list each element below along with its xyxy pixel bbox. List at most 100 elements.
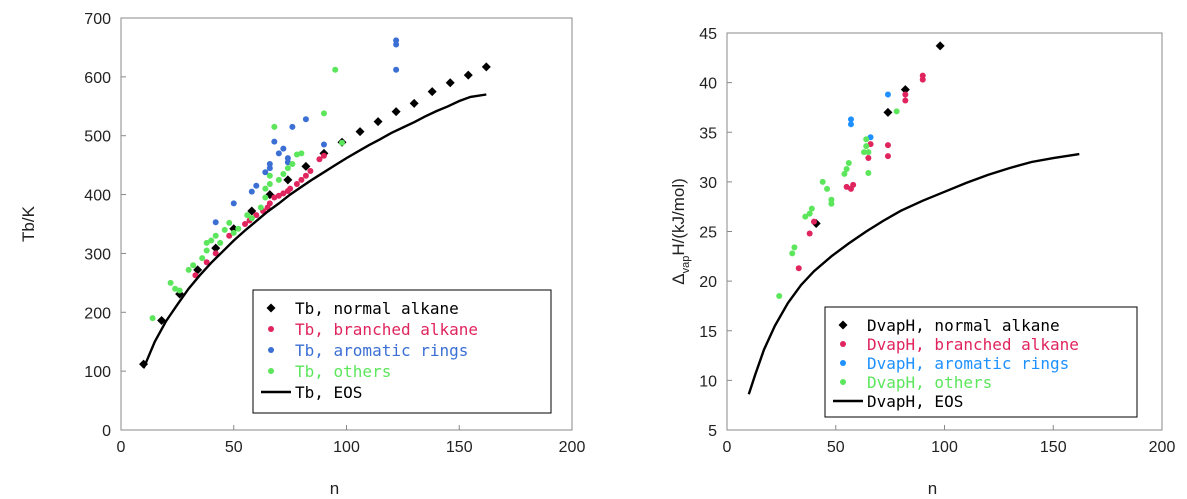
data-point-tb-others (230, 229, 237, 236)
legend-swatch-dot (840, 341, 846, 347)
data-point-tb-others (289, 160, 296, 167)
data-point-dvaph-others (791, 244, 798, 251)
data-point-dvaph-others (865, 169, 872, 176)
data-point-tb-normal-alkane (463, 70, 473, 80)
legend-label: Tb, others (295, 362, 391, 381)
data-point-tb-others (248, 215, 255, 222)
data-point-dvaph-normal-alkane (935, 41, 945, 51)
data-point-dvaph-others (776, 293, 783, 300)
x-axis-label: n (928, 479, 937, 498)
data-point-dvaph-branched-alkane (884, 142, 891, 149)
data-point-tb-aromatic-rings (248, 188, 255, 195)
data-point-tb-others (320, 110, 327, 117)
data-point-tb-branched-alkane (266, 200, 273, 207)
legend-label: DvapH, branched alkane (867, 335, 1079, 354)
x-tick-label: 100 (333, 439, 360, 456)
data-point-tb-aromatic-rings (284, 155, 291, 162)
data-point-tb-normal-alkane (211, 243, 221, 253)
data-point-tb-branched-alkane (242, 221, 249, 227)
data-point-dvaph-branched-alkane (850, 181, 857, 188)
data-point-tb-others (262, 194, 269, 201)
data-point-tb-aromatic-rings (271, 138, 278, 145)
data-point-tb-others (262, 185, 269, 192)
legend-label: Tb, branched alkane (295, 320, 478, 339)
data-point-tb-others (217, 239, 224, 246)
data-point-dvaph-branched-alkane (902, 91, 909, 98)
legend-label: DvapH, EOS (867, 392, 963, 411)
y-tick-label: 300 (84, 246, 111, 263)
data-point-tb-aromatic-rings (393, 66, 400, 73)
y-tick-label: 0 (102, 423, 111, 440)
legend-swatch-dot (268, 326, 274, 332)
y-tick-label: 35 (699, 125, 717, 142)
data-point-tb-aromatic-rings (212, 219, 219, 226)
chart-dvaph: 0 50 100 150 200 5 10 15 20 25 30 35 40 45 n ΔvapH/(kJ/… (669, 26, 1175, 498)
data-point-tb-others (190, 262, 197, 269)
data-point-tb-normal-alkane (283, 175, 293, 185)
data-point-tb-others (338, 139, 345, 146)
data-point-dvaph-normal-alkane (883, 107, 893, 117)
data-point-dvaph-others (806, 210, 813, 217)
data-point-tb-branched-alkane (203, 259, 210, 266)
data-point-tb-aromatic-rings (275, 150, 282, 157)
legend-label: DvapH, aromatic rings (867, 354, 1069, 373)
legend-box (252, 289, 552, 414)
data-point-tb-aromatic-rings (266, 165, 273, 172)
data-point-dvaph-normal-alkane (900, 85, 910, 95)
data-point-dvaph-others (819, 178, 826, 185)
data-point-tb-others (221, 226, 228, 233)
data-point-tb-aromatic-rings (253, 182, 260, 189)
data-point-tb-others (185, 266, 192, 273)
legend-label: Tb, normal alkane (295, 299, 459, 318)
data-point-tb-others (266, 180, 273, 187)
y-tick-label: 30 (699, 175, 717, 192)
data-point-dvaph-others (893, 108, 900, 115)
y-axis-label: Tb/K (19, 205, 38, 242)
legend-swatch-dot (840, 379, 846, 385)
x-tick-label: 150 (446, 439, 473, 456)
x-axis-label: n (330, 479, 339, 498)
data-point-tb-aromatic-rings (284, 159, 291, 166)
data-point-tb-aromatic-rings (262, 169, 269, 176)
legend-swatch-diamond (838, 320, 848, 330)
y-tick-label: 15 (699, 324, 717, 341)
data-point-tb-others (172, 285, 179, 292)
data-point-tb-aromatic-rings (302, 116, 309, 123)
data-point-dvaph-branched-alkane (902, 97, 909, 104)
data-point-tb-normal-alkane (427, 87, 437, 97)
data-point-dvaph-branched-alkane (865, 155, 872, 162)
data-point-tb-normal-alkane (391, 107, 401, 117)
y-tick-label: 700 (84, 11, 111, 28)
data-point-tb-others (293, 151, 300, 158)
data-point-tb-branched-alkane (298, 176, 305, 183)
x-tick-label: 200 (559, 439, 586, 456)
data-point-tb-aromatic-rings (393, 37, 400, 44)
data-point-tb-aromatic-rings (289, 123, 296, 130)
y-tick-label: 600 (84, 70, 111, 87)
data-point-tb-others (271, 123, 278, 130)
data-point-tb-others (235, 225, 242, 232)
y-tick-label: 20 (699, 274, 717, 291)
data-point-tb-others (203, 239, 210, 246)
data-point-tb-others (280, 170, 287, 177)
data-point-dvaph-aromatic-rings (884, 91, 891, 98)
data-point-tb-branched-alkane (316, 156, 323, 163)
data-point-tb-normal-alkane (445, 78, 455, 88)
data-point-dvaph-others (865, 149, 872, 156)
data-point-tb-normal-alkane (193, 265, 203, 275)
data-point-tb-aromatic-rings (230, 200, 237, 207)
data-point-tb-branched-alkane (192, 272, 199, 279)
series-line-dvaph-eos (747, 152, 1080, 395)
data-point-dvaph-branched-alkane (795, 265, 802, 272)
legend-label: Tb, EOS (295, 383, 362, 402)
data-point-tb-branched-alkane (271, 194, 278, 201)
data-point-tb-branched-alkane (226, 232, 233, 239)
data-point-tb-others (284, 165, 291, 172)
data-point-dvaph-others (824, 185, 831, 192)
data-point-tb-others (176, 287, 183, 294)
data-point-tb-branched-alkane (275, 192, 282, 199)
data-point-dvaph-others (789, 250, 796, 257)
data-point-dvaph-others (808, 205, 815, 212)
x-tick-label: 50 (225, 439, 243, 456)
